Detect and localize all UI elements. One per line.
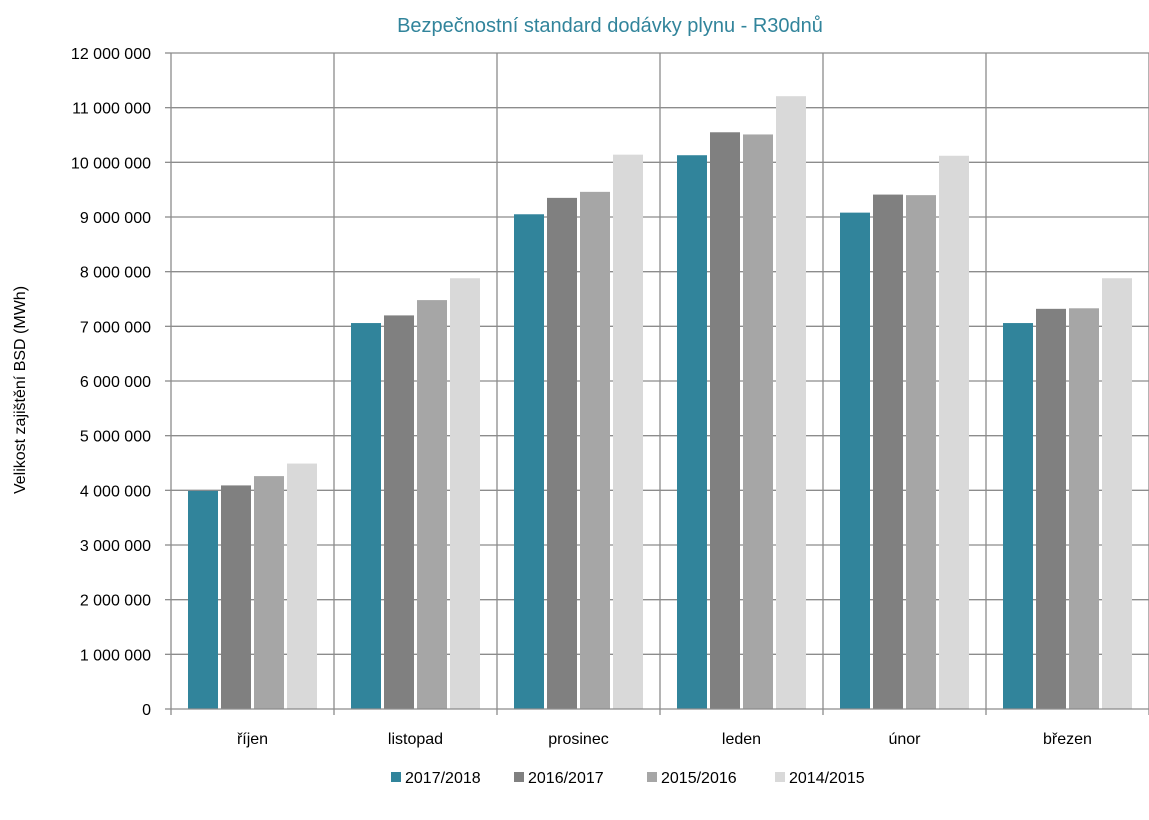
x-tick-label: březen [1043, 731, 1092, 748]
y-tick-label: 9 000 000 [80, 210, 151, 227]
bars-layer [188, 96, 1132, 710]
bar-2017-2018-0 [188, 490, 218, 709]
bar-2014-2015-3 [776, 96, 806, 710]
bar-2016-2017-5 [1036, 308, 1066, 709]
legend-label-2015-2016: 2015/2016 [661, 770, 737, 787]
legend-label-2016-2017: 2016/2017 [528, 770, 604, 787]
y-tick-label: 5 000 000 [80, 429, 151, 446]
bar-2014-2015-5 [1102, 278, 1132, 709]
bar-2015-2016-2 [580, 191, 610, 709]
legend-swatch-2017-2018 [391, 772, 401, 782]
bar-2016-2017-3 [710, 132, 740, 709]
x-tick-label: říjen [237, 731, 268, 748]
bar-2015-2016-4 [906, 195, 936, 710]
y-tick-label: 0 [142, 702, 151, 719]
bar-2017-2018-3 [677, 155, 707, 709]
bar-2016-2017-4 [873, 194, 903, 709]
legend-swatch-2016-2017 [514, 772, 524, 782]
x-tick-label: listopad [388, 731, 443, 748]
chart-title: Bezpečnostní standard dodávky plynu - R3… [397, 15, 823, 37]
axis-layer: 0 1 000 000 2 000 000 3 000 000 4 000 000 5 0… [71, 46, 1149, 748]
bar-2014-2015-0 [287, 463, 317, 709]
bar-2014-2015-4 [939, 155, 969, 710]
x-tick-label: prosinec [548, 731, 608, 748]
y-tick-label: 4 000 000 [80, 483, 151, 500]
y-axis-title: Velikost zajištění BSD (MWh) [12, 286, 29, 494]
bar-2014-2015-1 [450, 278, 480, 709]
y-tick-label: 2 000 000 [80, 593, 151, 610]
bar-2015-2016-1 [417, 300, 447, 709]
y-tick-label: 12 000 000 [71, 46, 151, 63]
legend-label-2017-2018: 2017/2018 [405, 770, 481, 787]
bar-2015-2016-5 [1069, 308, 1099, 709]
y-tick-label: 3 000 000 [80, 538, 151, 555]
legend: 2017/2018 2016/2017 2015/2016 2014/2015 [391, 770, 865, 787]
y-tick-label: 8 000 000 [80, 265, 151, 282]
y-tick-label: 7 000 000 [80, 319, 151, 336]
bar-2015-2016-3 [743, 134, 773, 709]
legend-label-2014-2015: 2014/2015 [789, 770, 865, 787]
bar-2017-2018-1 [351, 323, 381, 709]
x-tick-label: únor [888, 731, 921, 748]
bar-2016-2017-2 [547, 197, 577, 709]
x-tick-label: leden [722, 731, 761, 748]
bar-2016-2017-0 [221, 485, 251, 709]
y-tick-label: 10 000 000 [71, 155, 151, 172]
grid-layer [170, 52, 1149, 715]
bar-2017-2018-2 [514, 214, 544, 709]
legend-swatch-2015-2016 [647, 772, 657, 782]
bar-2014-2015-2 [613, 154, 643, 709]
legend-swatch-2014-2015 [775, 772, 785, 782]
bar-2017-2018-4 [840, 212, 870, 710]
y-tick-label: 1 000 000 [80, 647, 151, 664]
y-tick-label: 11 000 000 [72, 101, 151, 118]
bar-2017-2018-5 [1003, 323, 1033, 709]
y-tick-label: 6 000 000 [80, 374, 151, 391]
bar-2016-2017-1 [384, 315, 414, 709]
bar-2015-2016-0 [254, 476, 284, 709]
